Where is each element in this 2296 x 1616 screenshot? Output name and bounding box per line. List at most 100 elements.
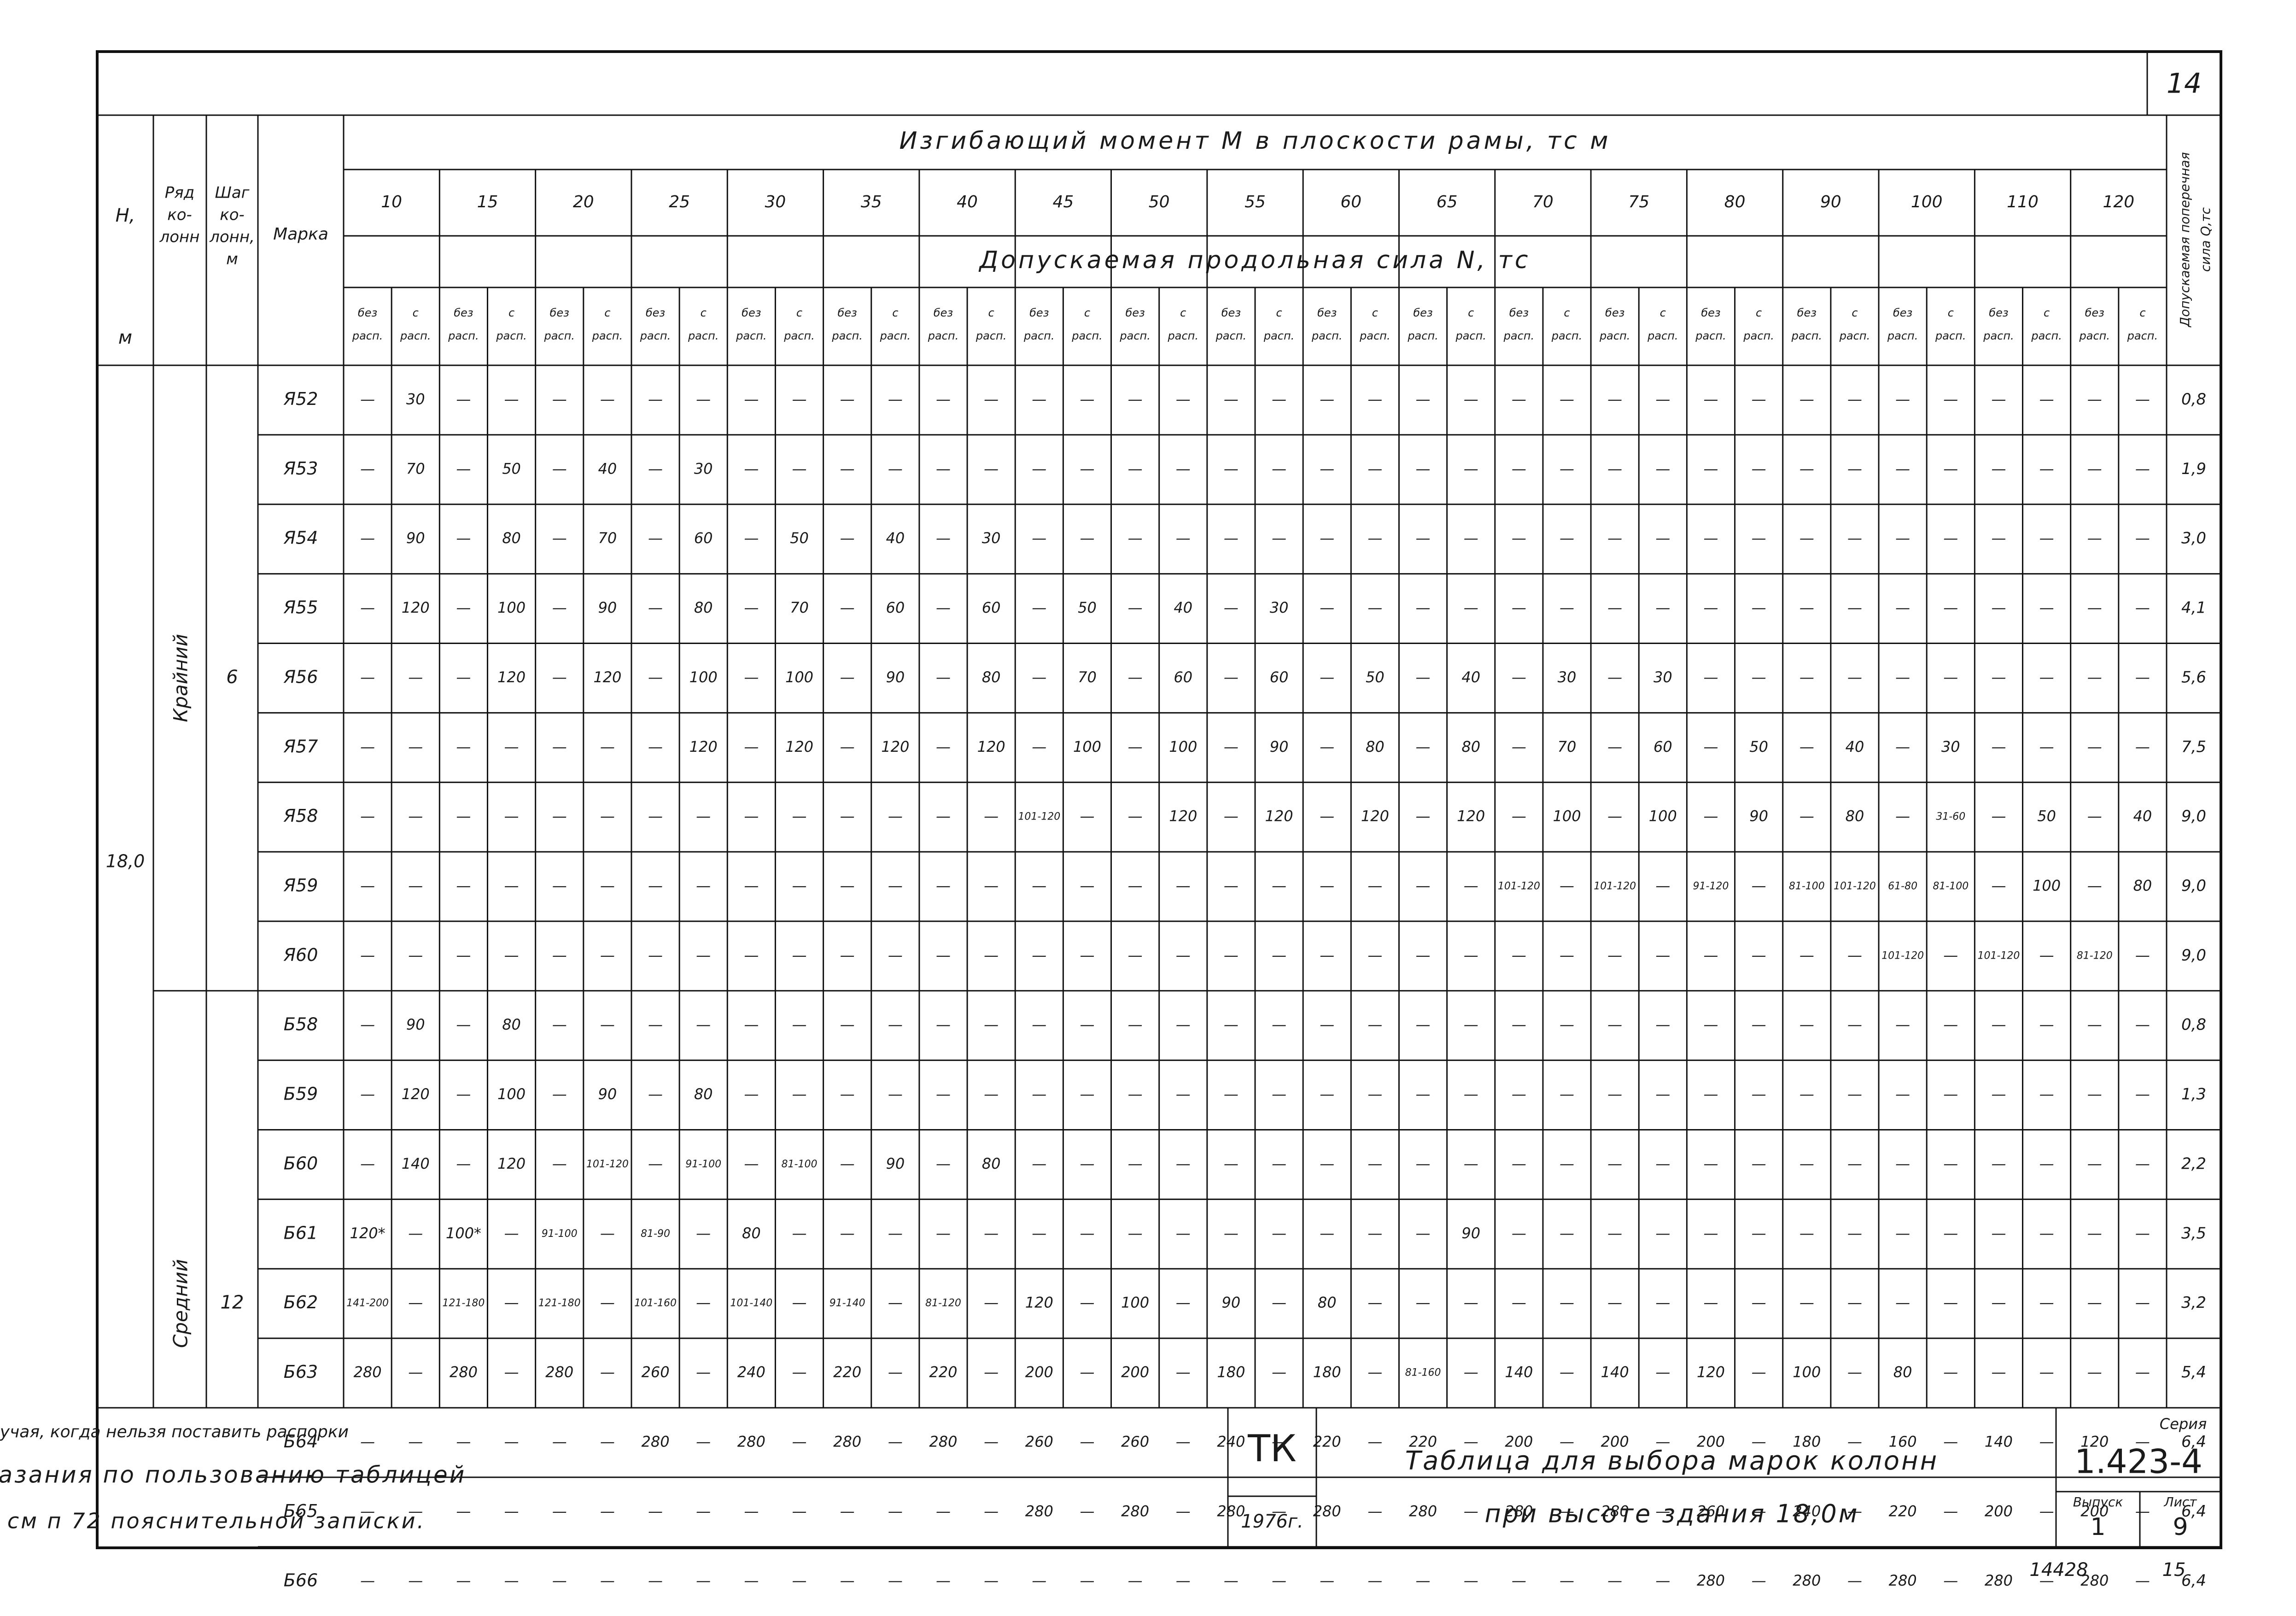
label: — — [1895, 460, 1910, 477]
label: 81-100 — [1789, 881, 1825, 892]
label: — — [1943, 529, 1958, 547]
label: — — [2039, 1502, 2054, 1520]
label: — — [552, 529, 567, 547]
label: — — [1512, 668, 1526, 686]
label: — — [696, 808, 711, 825]
label: — — [2087, 877, 2102, 895]
label: — — [648, 390, 663, 408]
label: 280 — [1025, 1502, 1053, 1520]
label: — — [1655, 1294, 1670, 1312]
label: — — [1704, 1224, 1718, 1242]
label: — — [1320, 738, 1334, 755]
label: — — [792, 1502, 807, 1520]
label: — — [840, 460, 855, 477]
label: с — [1564, 306, 1570, 319]
label: — — [840, 668, 855, 686]
label: — — [2135, 1294, 2150, 1312]
label: — — [1080, 808, 1094, 825]
label: — — [456, 460, 471, 477]
label: 81-120 — [925, 1298, 961, 1309]
label: — — [1464, 1016, 1478, 1033]
label: — — [744, 460, 759, 477]
label: 9,0 — [2181, 877, 2206, 895]
label: — — [408, 1224, 423, 1242]
label: — — [1224, 1572, 1239, 1589]
label: — — [2135, 1155, 2150, 1172]
label: — — [1320, 1085, 1334, 1103]
label: 6,4 — [2181, 1433, 2206, 1451]
label: с — [1756, 306, 1762, 319]
label: без — [550, 306, 569, 319]
label: — — [1128, 668, 1143, 686]
label: — — [1128, 1085, 1143, 1103]
label: — — [408, 668, 423, 686]
label: 120 — [497, 668, 526, 686]
label: расп. — [688, 329, 719, 342]
label: Б66 — [284, 1570, 318, 1591]
label: — — [792, 946, 807, 964]
label: 80 — [742, 1224, 761, 1242]
label: — — [888, 877, 903, 895]
label: — — [1032, 599, 1046, 616]
label: — — [1320, 460, 1334, 477]
label: — — [1272, 946, 1286, 964]
label: — — [1367, 1294, 1382, 1312]
label: 60 — [886, 599, 905, 616]
label: — — [1416, 1224, 1431, 1242]
label: — — [1560, 390, 1574, 408]
label: 101-120 — [1834, 881, 1876, 892]
label: — — [1416, 1016, 1431, 1033]
label: 90 — [406, 1016, 425, 1033]
label: 81-100 — [1933, 881, 1969, 892]
label: — — [504, 808, 519, 825]
label: — — [360, 390, 375, 408]
label: 70 — [1558, 738, 1577, 755]
label: — — [1847, 946, 1862, 964]
label: — — [744, 1572, 759, 1589]
label: — — [1416, 1085, 1431, 1103]
label: — — [1847, 599, 1862, 616]
label: 91-140 — [830, 1298, 865, 1309]
label: — — [2039, 390, 2054, 408]
label: Я59 — [283, 875, 318, 896]
label: — — [1176, 460, 1191, 477]
label: — — [2039, 1085, 2054, 1103]
label: 100 — [1169, 738, 1197, 755]
label: — — [2039, 529, 2054, 547]
label: — — [1847, 1572, 1862, 1589]
label: 80 — [1318, 1294, 1337, 1312]
label: 101-120 — [1881, 950, 1924, 961]
label: — — [1464, 1085, 1478, 1103]
label: — — [1464, 877, 1478, 895]
label: — — [1224, 460, 1239, 477]
label: 100* — [446, 1224, 481, 1242]
label: 140 — [1985, 1433, 2013, 1450]
label: — — [1320, 1155, 1334, 1172]
label: расп. — [1119, 329, 1150, 342]
label: 280 — [737, 1433, 765, 1450]
label: — — [1655, 877, 1670, 895]
label: — — [1655, 946, 1670, 964]
label: — — [1560, 1502, 1574, 1520]
label: — — [1655, 1433, 1670, 1450]
label: — — [456, 738, 471, 755]
label: — — [744, 1155, 759, 1172]
label: 18,0 — [106, 851, 145, 872]
label: — — [648, 877, 663, 895]
label: 65 — [1437, 193, 1458, 211]
label: 80 — [982, 1155, 1001, 1172]
label: — — [1847, 1155, 1862, 1172]
label: 140 — [402, 1155, 430, 1172]
label: — — [1464, 460, 1478, 477]
label: — — [1943, 1016, 1958, 1033]
label: — — [1895, 1224, 1910, 1242]
label: — — [1224, 738, 1239, 755]
label: — — [1607, 599, 1622, 616]
label: — — [2039, 1433, 2054, 1450]
label: — — [2039, 738, 2054, 755]
label: — — [1032, 738, 1046, 755]
label: Таблица для выбора марок колонн — [1405, 1446, 1939, 1476]
label: 3,0 — [2181, 529, 2206, 548]
label: — — [1943, 1364, 1958, 1381]
label: 6,4 — [2181, 1502, 2206, 1521]
